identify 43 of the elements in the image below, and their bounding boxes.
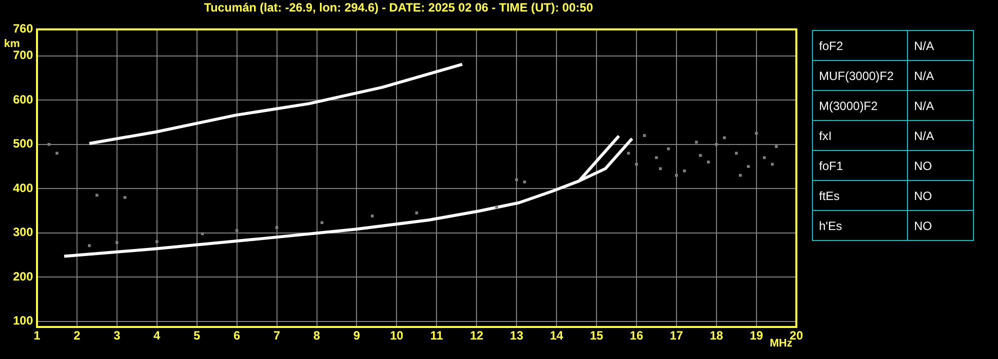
text: N/A <box>908 60 974 90</box>
text: N/A <box>908 30 974 60</box>
text: N/A <box>908 120 974 150</box>
text: foF2 <box>812 30 908 60</box>
x-tick-label: 13 <box>510 328 524 343</box>
x-tick-label: 18 <box>710 328 724 343</box>
x-tick-label: 19 <box>750 328 764 343</box>
y-tick-label: 700 <box>12 48 34 62</box>
chart-title: Tucumán (lat: -26.9, lon: 294.6) - DATE: 2025 02 06 - TIME (UT): 00:50 <box>204 0 594 15</box>
y-tick-label: 400 <box>12 180 34 195</box>
x-tick-label: 15 <box>590 328 604 343</box>
text: NO <box>908 210 974 240</box>
x-tick-label: 10 <box>390 328 404 343</box>
text: MUF(3000)F2 <box>812 60 908 90</box>
text: NO <box>908 150 974 180</box>
x-tick-label: 12 <box>470 328 484 343</box>
y-tick-label: 500 <box>12 136 34 151</box>
x-tick-label: 16 <box>630 328 644 343</box>
y-tick-label: 760 <box>12 22 34 36</box>
x-tick-label: 11 <box>430 328 444 343</box>
x-tick-label: 2 <box>74 328 81 343</box>
text: ftEs <box>812 180 908 210</box>
y-tick-label: 600 <box>12 92 34 106</box>
x-tick-label: 7 <box>273 328 280 343</box>
text: h'Es <box>812 210 908 240</box>
text: fxI <box>812 120 908 150</box>
x-tick-label: 5 <box>194 328 201 343</box>
x-tick-label: 1 <box>34 328 41 343</box>
x-tick-label: 4 <box>154 328 161 343</box>
x-tick-label: 3 <box>114 328 121 343</box>
x-tick-label: 6 <box>233 328 240 343</box>
x-tick-label: 8 <box>313 328 320 343</box>
x-tick-label: 14 <box>550 328 564 343</box>
y-tick-label: 300 <box>12 225 34 240</box>
text: N/A <box>908 90 974 120</box>
y-tick-label: 200 <box>12 269 34 284</box>
text: M(3000)F2 <box>812 90 908 120</box>
y-axis-title: km <box>4 38 20 50</box>
y-tick-label: 100 <box>12 314 34 328</box>
text: NO <box>908 180 974 210</box>
x-tick-label: 17 <box>670 328 684 343</box>
x-tick-label: 9 <box>353 328 360 343</box>
text: foF1 <box>812 150 908 180</box>
